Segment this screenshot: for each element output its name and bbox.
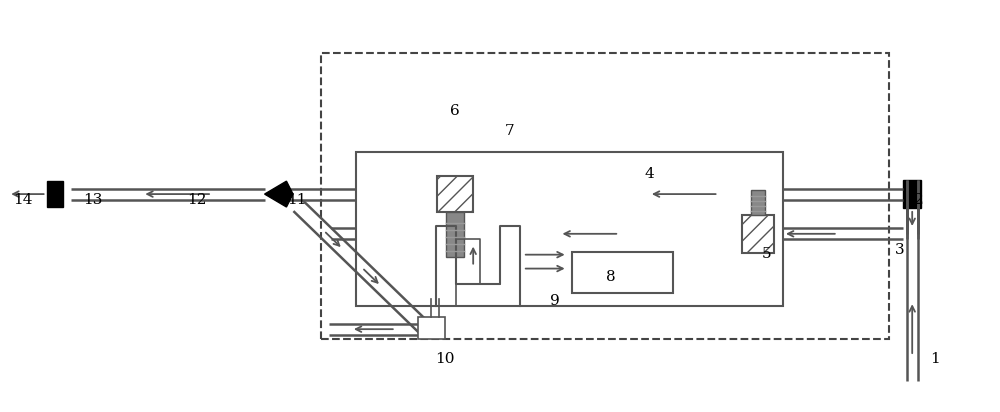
Polygon shape: [265, 181, 293, 207]
Bar: [437, 176, 473, 212]
Bar: [903, 180, 921, 208]
Text: 4: 4: [644, 167, 654, 181]
Bar: [47, 181, 63, 207]
Bar: [356, 152, 783, 306]
Text: 13: 13: [83, 193, 102, 207]
Bar: [751, 190, 765, 215]
Text: 8: 8: [606, 269, 616, 283]
Text: 12: 12: [187, 193, 207, 207]
Text: 14: 14: [13, 193, 33, 207]
Text: 2: 2: [914, 193, 924, 207]
Bar: [572, 252, 673, 293]
Text: 6: 6: [450, 104, 460, 118]
Text: 11: 11: [287, 193, 306, 207]
Bar: [321, 53, 889, 339]
Text: 1: 1: [930, 352, 940, 366]
Bar: [446, 212, 464, 257]
Bar: [742, 215, 774, 253]
Text: 10: 10: [436, 352, 455, 366]
Text: 9: 9: [550, 294, 560, 308]
Bar: [418, 317, 445, 339]
Text: 5: 5: [761, 247, 771, 261]
Text: 7: 7: [505, 124, 515, 138]
Text: 3: 3: [894, 243, 904, 257]
